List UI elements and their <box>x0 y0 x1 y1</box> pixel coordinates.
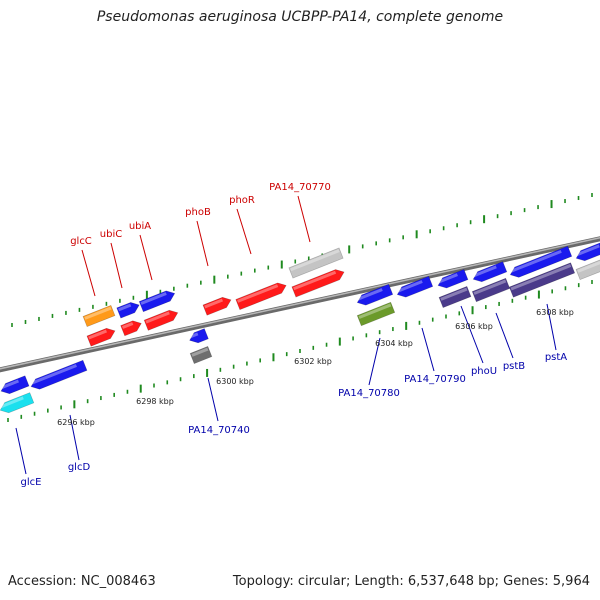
tick-label: 6302 kbp <box>294 357 332 366</box>
phor-gene <box>235 282 287 311</box>
phob-gene <box>202 296 232 316</box>
gene-label-pa14-70770-leader <box>297 195 311 243</box>
ubic-gene-lower <box>120 320 142 337</box>
tick-label: 6304 kbp <box>375 339 413 348</box>
glcd-gene <box>30 359 88 390</box>
glcc-gene-lower <box>86 327 116 347</box>
glce-gene <box>0 392 35 414</box>
gene-label-psta: pstA <box>545 352 567 363</box>
gene-label-glce-leader <box>15 427 27 475</box>
gene-label-pa14-70780: PA14_70780 <box>338 388 400 399</box>
gene-label-pa14-70740: PA14_70740 <box>188 425 250 436</box>
gene-label-glcc-leader <box>81 249 96 297</box>
genome-summary-text: Topology: circular; Length: 6,537,648 bp… <box>232 574 590 589</box>
pa14-70790-gene <box>396 275 434 298</box>
glce-gene-upper <box>0 375 30 395</box>
pa14-70770-gene <box>291 269 345 298</box>
gene-labels: glcC ubiC ubiA phoB phoR PA14_70770 glcE glcD PA… <box>21 182 568 488</box>
genome-backbone <box>0 236 600 373</box>
gene-label-glcd: glcD <box>68 462 91 473</box>
pa14-70780-gene-lower <box>356 301 396 327</box>
pstb-gene <box>472 261 508 283</box>
gene-label-pa14-70790-leader <box>421 327 435 372</box>
gene-label-phou: phoU <box>471 366 497 377</box>
pstb-gene-lower <box>471 277 511 303</box>
accession-text: Accession: NC_008463 <box>8 574 156 589</box>
next-gene-lower <box>575 257 600 281</box>
gene-label-ubia: ubiA <box>129 221 151 232</box>
ubic-gene <box>116 302 140 319</box>
gene-label-pstb-leader <box>495 312 514 359</box>
gene-label-phob: phoB <box>185 207 211 218</box>
gene-label-pa14-70780-leader <box>368 337 381 386</box>
tick-label: 6306 kbp <box>455 322 493 331</box>
tick-label: 6300 kbp <box>216 377 254 386</box>
gene-label-ubic-leader <box>110 242 123 289</box>
label-leader-lines <box>15 195 557 475</box>
tick-label: 6296 kbp <box>57 418 95 427</box>
gene-label-glcc: glcC <box>70 236 92 247</box>
backbone-highlight <box>0 237 600 370</box>
pa14-70740-gene-lower <box>189 345 213 365</box>
psta-gene-lower <box>508 262 576 298</box>
pa14-70780-gene <box>356 283 394 306</box>
lower-ruler <box>7 280 593 422</box>
tick-label: 6308 kbp <box>536 308 574 317</box>
gene-label-phou-leader <box>460 305 484 364</box>
gene-label-ubia-leader <box>139 234 153 281</box>
gene-label-phor: phoR <box>229 195 255 206</box>
psta-gene <box>509 245 573 278</box>
gene-label-psta-leader <box>546 303 557 351</box>
pa14-70770-gene-upper <box>288 247 344 279</box>
genome-title: Pseudomonas aeruginosa UCBPP-PA14, compl… <box>96 9 504 25</box>
pa14-70740-gene <box>188 328 209 344</box>
gene-label-phor-leader <box>236 208 252 255</box>
gene-label-glcd-leader <box>69 414 80 461</box>
gene-label-glce: glcE <box>21 477 42 488</box>
phou-gene-lower <box>438 285 472 309</box>
ubia-gene <box>138 290 176 313</box>
gene-label-phob-leader <box>196 220 209 267</box>
tick-label: 6298 kbp <box>136 397 174 406</box>
gene-features <box>0 240 600 414</box>
upper-ruler <box>11 193 593 327</box>
ubia-gene-lower <box>143 309 179 331</box>
backbone-line <box>0 236 600 373</box>
gene-label-pstb: pstB <box>503 361 525 372</box>
next-gene-upper <box>575 240 600 262</box>
tick-labels: 6296 kbp 6298 kbp 6300 kbp 6302 kbp 6304 kbp… <box>57 308 574 427</box>
gene-label-pa14-70740-leader <box>207 377 219 422</box>
gene-label-pa14-70770: PA14_70770 <box>269 182 331 193</box>
glcc-gene <box>82 304 116 328</box>
gene-label-ubic: ubiC <box>100 229 122 240</box>
gene-label-pa14-70790: PA14_70790 <box>404 374 466 385</box>
phou-gene <box>437 268 469 289</box>
